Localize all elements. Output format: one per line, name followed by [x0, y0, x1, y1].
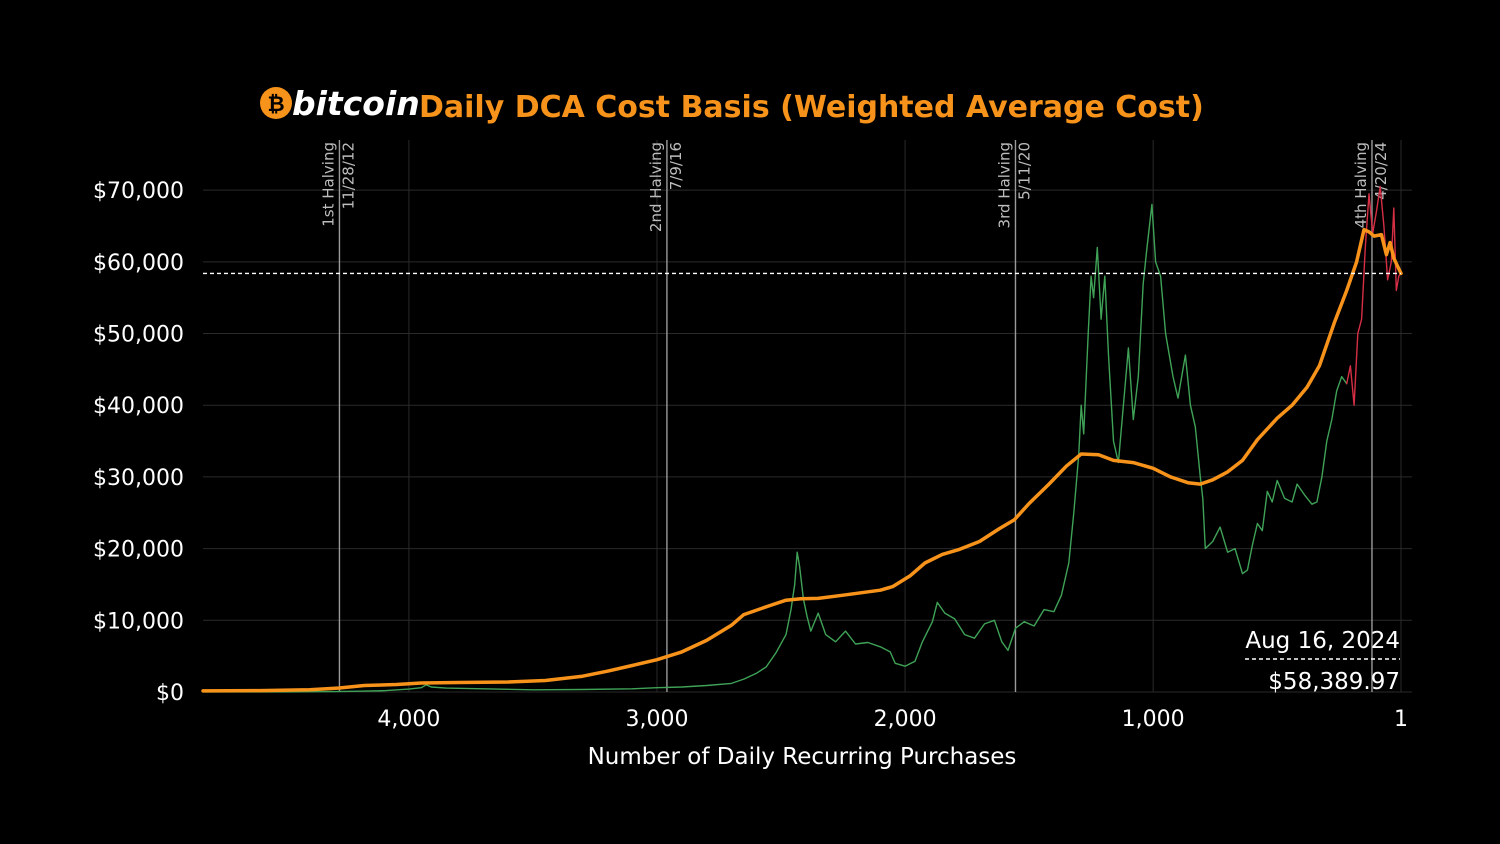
y-tick-label: $20,000 — [93, 538, 184, 563]
halving-name: 1st Halving — [319, 142, 337, 227]
latest-value-annotation: Aug 16, 2024 $58,389.97 — [1245, 628, 1400, 695]
halving-markers: 1st Halving 11/28/12 2nd Halving 7/9/16 3rd … — [319, 140, 1390, 692]
grid-lines — [203, 140, 1412, 693]
y-tick-label: $40,000 — [93, 394, 184, 419]
bitcoin-symbol: ₿ — [267, 92, 284, 116]
halving-name: 2nd Halving — [647, 142, 665, 232]
series-lines — [201, 185, 1403, 693]
series-line-cost-basis — [201, 227, 1403, 693]
halving-date: 5/11/20 — [1015, 142, 1033, 200]
y-tick-label: $30,000 — [93, 466, 184, 491]
series-line-price-history — [202, 203, 1348, 693]
chart-title: Daily DCA Cost Basis (Weighted Average C… — [419, 90, 1204, 125]
halving-date: 7/9/16 — [667, 142, 685, 190]
y-axis-ticks: $0 $10,000 $20,000 $30,000 $40,000 $50,000 $60… — [93, 179, 184, 706]
y-tick-label: $70,000 — [93, 179, 184, 204]
y-tick-label: $10,000 — [93, 609, 184, 634]
x-axis-label: Number of Daily Recurring Purchases — [588, 744, 1017, 770]
x-tick-label: 1 — [1394, 707, 1408, 732]
y-tick-label: $50,000 — [93, 323, 184, 348]
brand-wordmark: bitcoin — [292, 84, 420, 123]
x-tick-label: 2,000 — [874, 707, 937, 732]
halving-name: 4th Halving — [1352, 142, 1370, 228]
x-axis-ticks: 4,000 3,000 2,000 1,000 1 — [377, 707, 1408, 732]
y-tick-label: $60,000 — [93, 251, 184, 276]
annotation-value: $58,389.97 — [1268, 669, 1400, 695]
chart-header: ₿ bitcoin Daily DCA Cost Basis (Weighted… — [260, 84, 1204, 125]
annotation-date: Aug 16, 2024 — [1245, 628, 1400, 654]
series-line-price-recent — [1346, 185, 1402, 406]
halving-date: 11/28/12 — [339, 142, 357, 209]
x-tick-label: 1,000 — [1122, 707, 1185, 732]
x-tick-label: 4,000 — [377, 707, 440, 732]
bitcoin-logo-icon — [260, 87, 292, 119]
halving-date: 4/20/24 — [1372, 142, 1390, 200]
y-tick-label: $0 — [156, 681, 184, 706]
x-tick-label: 3,000 — [626, 707, 689, 732]
halving-name: 3rd Halving — [995, 142, 1013, 228]
